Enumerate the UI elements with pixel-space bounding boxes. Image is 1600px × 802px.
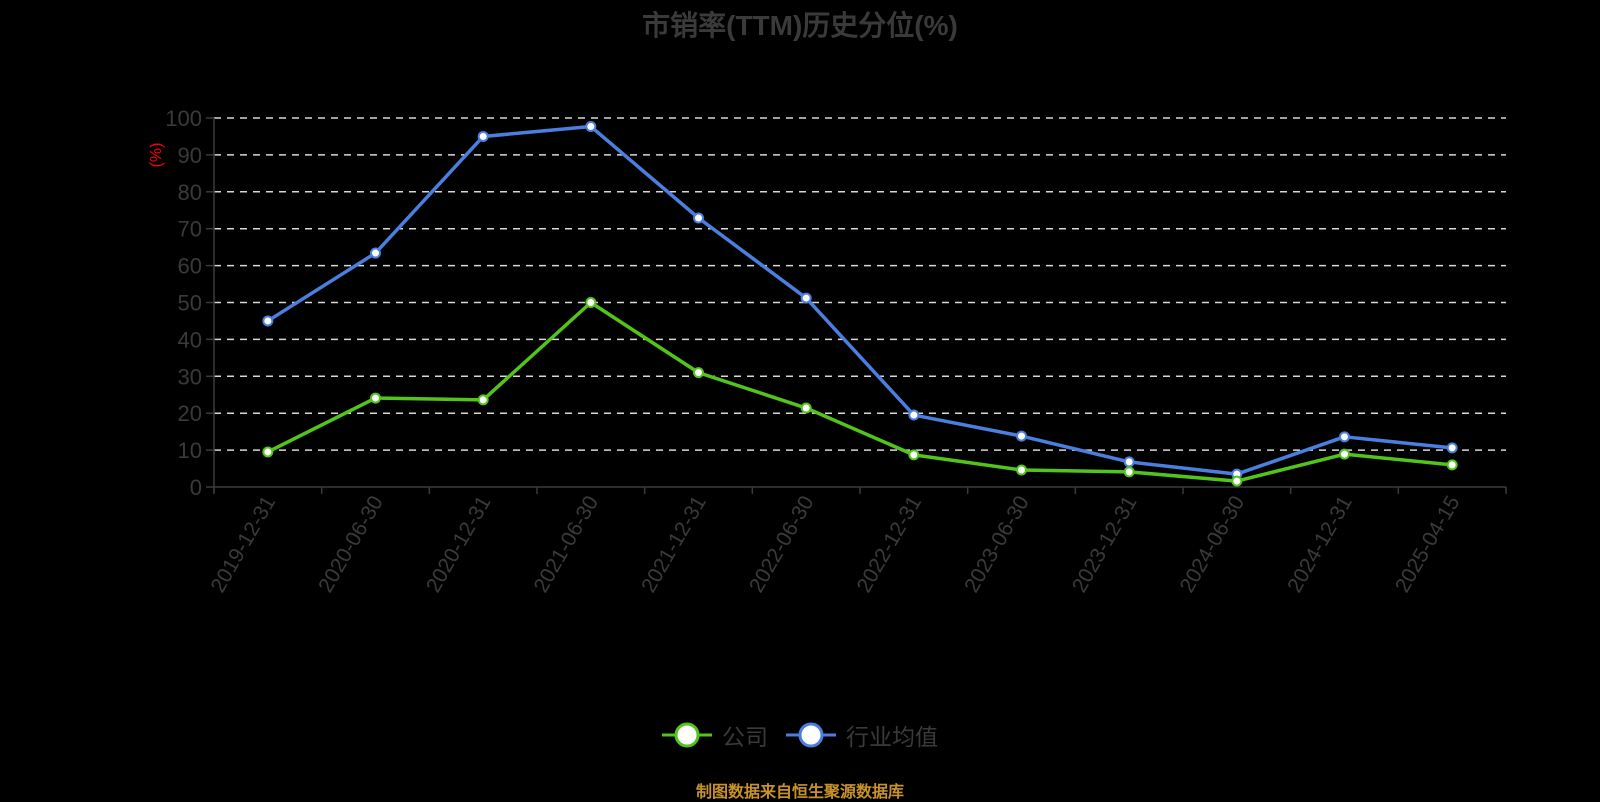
data-point[interactable] <box>585 120 597 132</box>
x-tick-label: 2021-06-30 <box>530 492 604 597</box>
x-tick-label: 2025-04-15 <box>1391 492 1465 597</box>
data-point[interactable] <box>1339 431 1350 443</box>
y-tick-label: 100 <box>165 106 202 131</box>
y-tick-label: 40 <box>178 327 202 352</box>
data-point[interactable] <box>1123 456 1135 468</box>
legend: 公司 行业均值 <box>0 718 1600 752</box>
data-point[interactable] <box>1446 459 1458 471</box>
data-point[interactable] <box>477 130 489 142</box>
legend-marker-company-icon <box>662 722 712 748</box>
legend-marker-industry-icon <box>786 722 836 748</box>
y-tick-label: 90 <box>178 143 202 168</box>
x-tick-label: 2023-06-30 <box>960 492 1034 597</box>
series-lines <box>262 120 1458 487</box>
x-tick-label: 2020-12-31 <box>422 492 496 597</box>
y-tick-label: 20 <box>178 401 202 426</box>
data-point[interactable] <box>908 409 920 421</box>
legend-label-industry-avg: 行业均值 <box>846 724 938 750</box>
data-point[interactable] <box>1016 430 1027 442</box>
x-tick-label: 2022-12-31 <box>853 492 927 597</box>
data-point[interactable] <box>370 247 381 259</box>
series-company <box>262 297 1458 487</box>
data-source-note: 制图数据来自恒生聚源数据库 <box>695 784 904 801</box>
series-industry-avg <box>262 120 1458 480</box>
data-point[interactable] <box>693 212 704 224</box>
x-tick-label: 2024-12-31 <box>1283 492 1357 597</box>
data-point[interactable] <box>693 367 704 379</box>
data-point[interactable] <box>800 402 812 414</box>
data-point[interactable] <box>262 315 274 327</box>
data-point[interactable] <box>585 297 597 308</box>
data-point[interactable] <box>1016 464 1027 476</box>
y-tick-label: 70 <box>178 217 202 242</box>
x-tick-label: 2020-06-30 <box>314 492 388 597</box>
data-point[interactable] <box>1446 442 1458 454</box>
legend-label-company: 公司 <box>722 724 768 750</box>
x-tick-label: 2024-06-30 <box>1176 492 1250 597</box>
data-point[interactable] <box>1123 466 1135 478</box>
x-tick-label: 2022-06-30 <box>745 492 819 597</box>
x-axis-ticks: 2019-12-31 2020-06-30 2020-12-31 2021-06-30… <box>207 492 1465 597</box>
y-axis-label: (%) <box>148 143 165 168</box>
data-point[interactable] <box>370 392 381 404</box>
data-point[interactable] <box>908 449 920 461</box>
y-tick-label: 80 <box>178 180 202 205</box>
data-point[interactable] <box>477 394 489 406</box>
data-point[interactable] <box>1339 448 1350 460</box>
x-tick-label: 2023-12-31 <box>1068 492 1142 597</box>
y-tick-label: 30 <box>178 364 202 389</box>
y-tick-label: 60 <box>178 254 202 279</box>
data-point[interactable] <box>800 292 812 304</box>
legend-item-company[interactable]: 公司 <box>662 718 768 752</box>
y-tick-label: 0 <box>190 475 202 500</box>
y-axis-ticks: 0 10 20 30 40 50 60 70 80 90 100 <box>165 106 202 500</box>
axes <box>206 117 1507 494</box>
y-tick-label: 10 <box>178 438 202 463</box>
chart-title: 市销率(TTM)历史分位(%) <box>642 10 958 41</box>
x-tick-label: 2021-12-31 <box>637 492 711 597</box>
y-tick-label: 50 <box>178 291 202 316</box>
data-point[interactable] <box>262 446 274 458</box>
data-point[interactable] <box>1231 475 1243 487</box>
legend-item-industry-avg[interactable]: 行业均值 <box>786 718 938 752</box>
x-tick-label: 2019-12-31 <box>207 492 281 597</box>
